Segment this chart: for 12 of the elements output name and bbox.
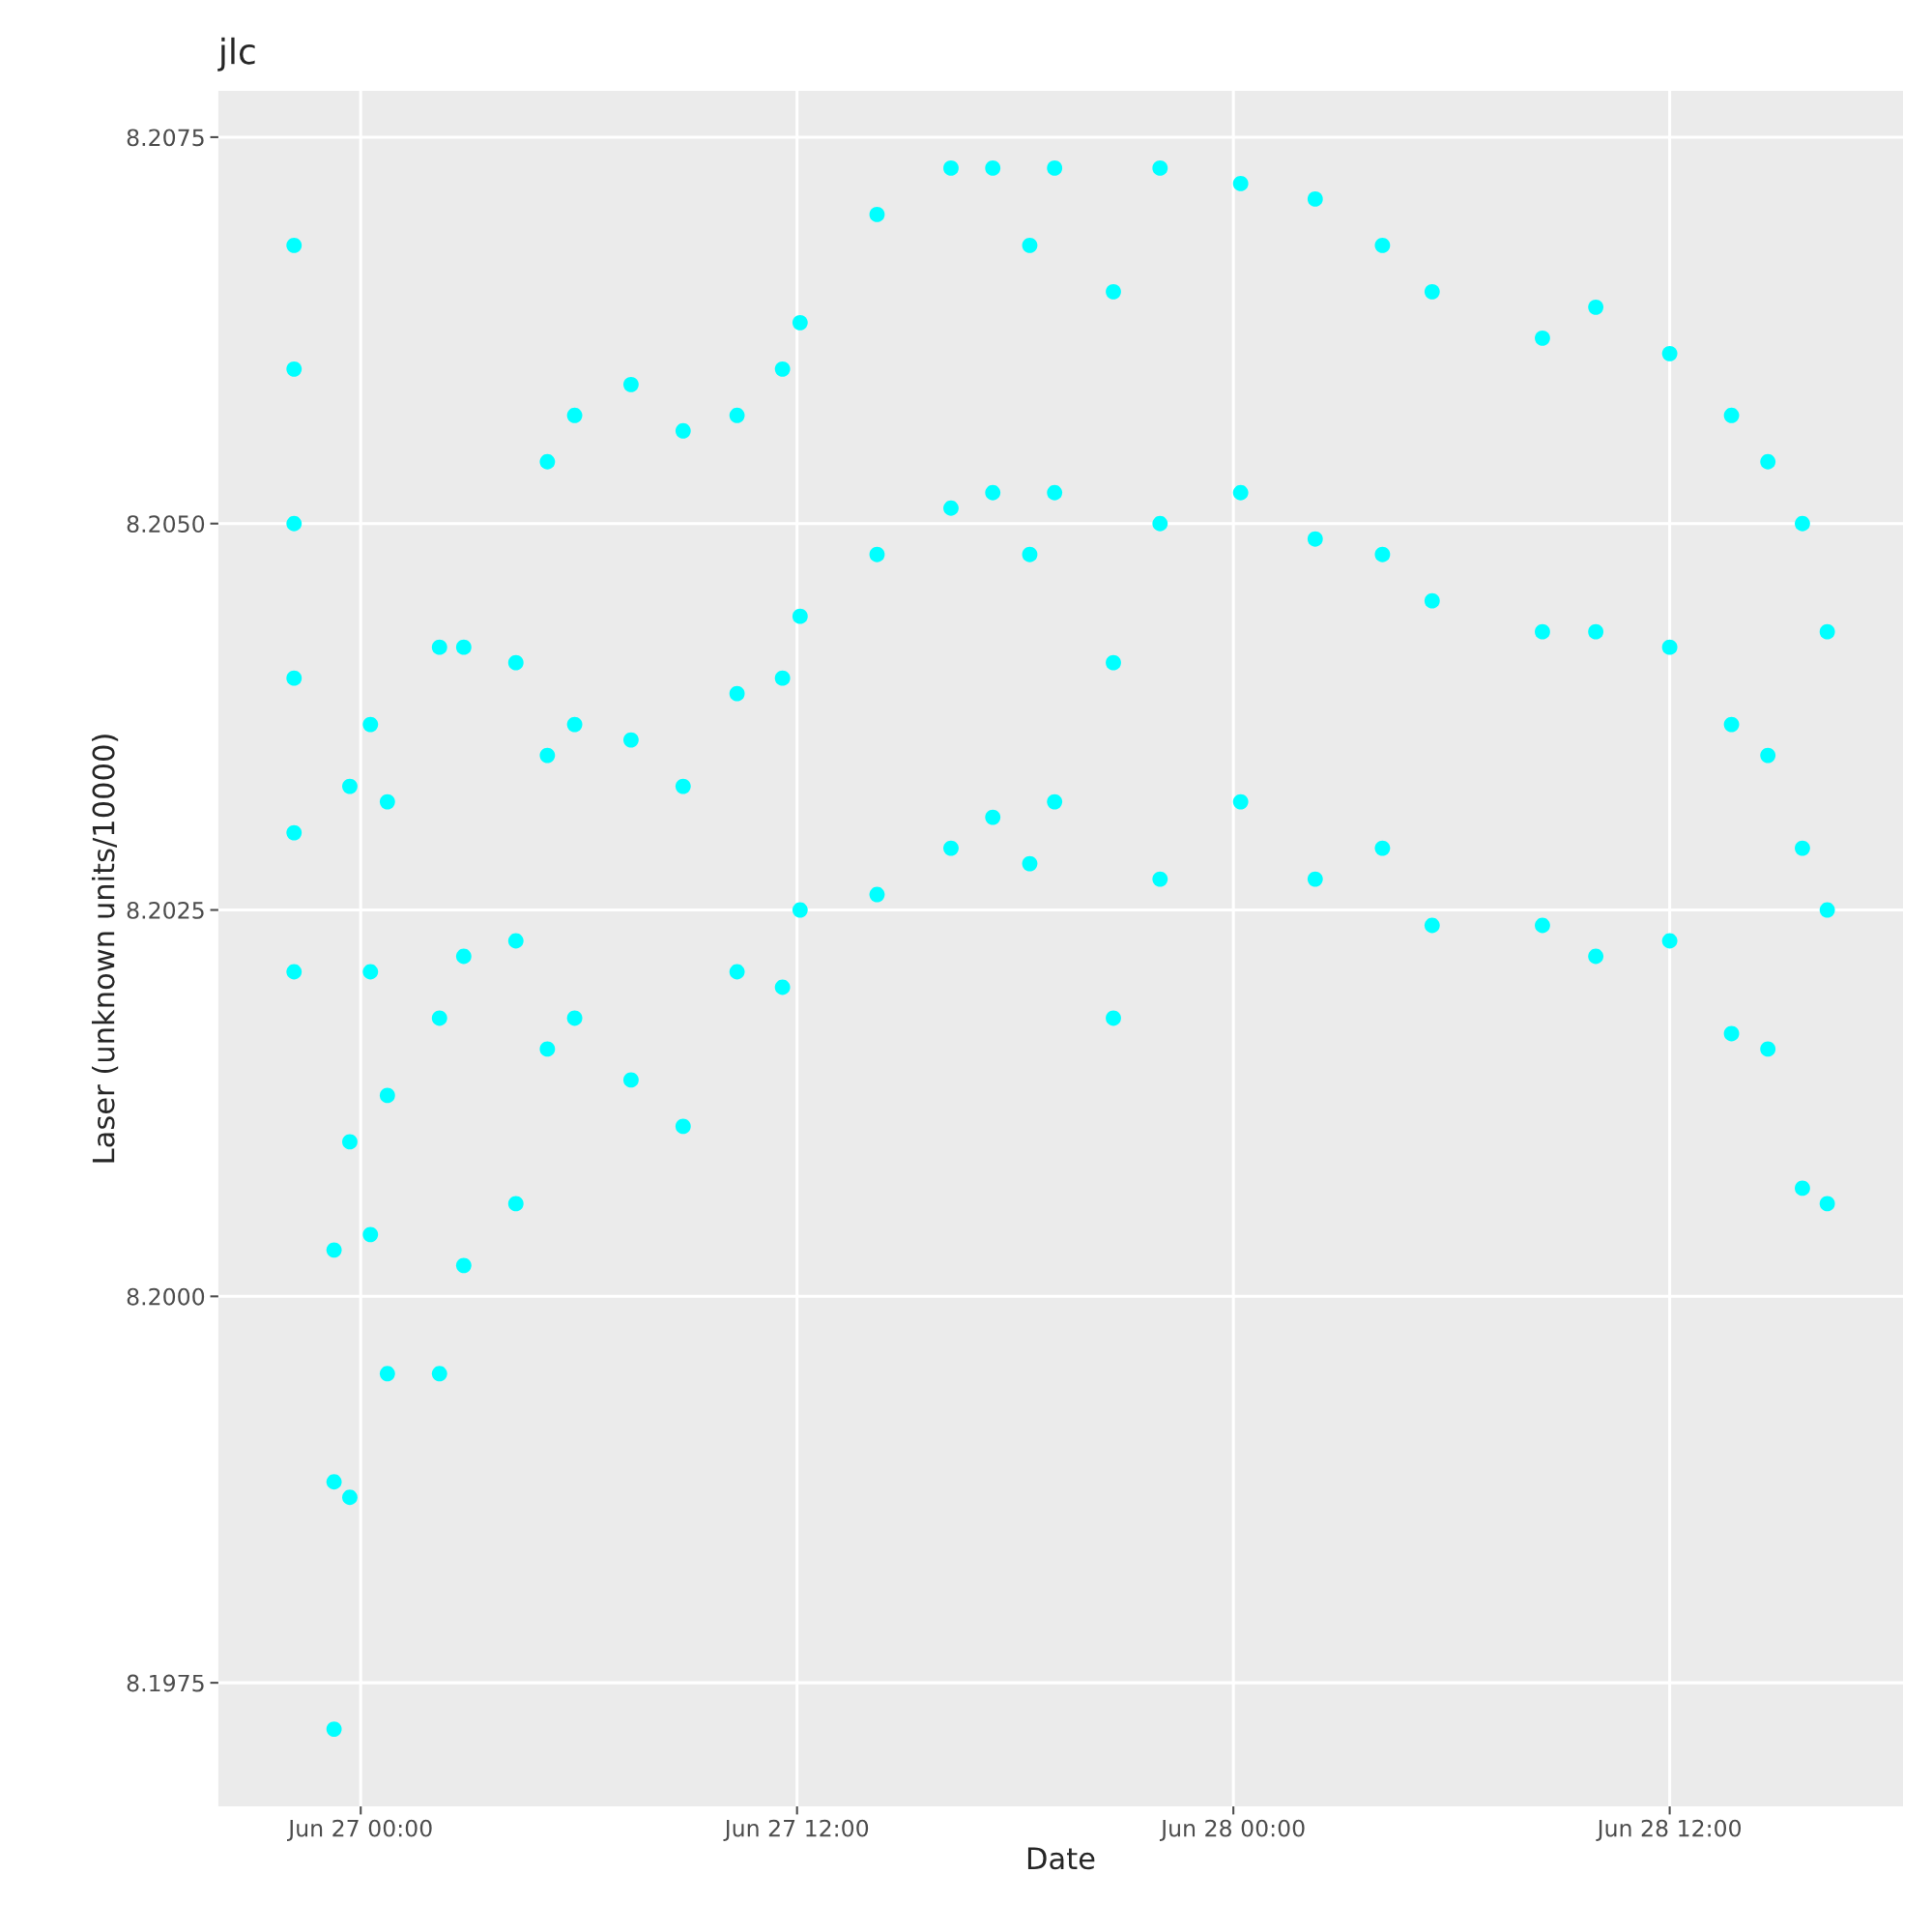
y-tick-label: 8.2050 bbox=[127, 515, 205, 533]
y-axis-title: Laser (unknown units/10000) bbox=[91, 735, 119, 1163]
y-tick-label: 8.2000 bbox=[127, 1287, 205, 1306]
x-tick-label: Jun 27 00:00 bbox=[287, 1819, 432, 1841]
x-tick-label: Jun 28 12:00 bbox=[1596, 1819, 1742, 1841]
x-tick-label: Jun 28 00:00 bbox=[1159, 1819, 1305, 1841]
y-tick-label: 8.2075 bbox=[127, 129, 204, 147]
y-tick-label: 8.1975 bbox=[127, 1674, 204, 1692]
y-tick-label: 8.2025 bbox=[127, 901, 204, 919]
chart-title: jlc bbox=[217, 37, 255, 72]
x-tick-label: Jun 27 12:00 bbox=[723, 1819, 869, 1841]
x-axis-title: Date bbox=[1027, 1847, 1095, 1870]
